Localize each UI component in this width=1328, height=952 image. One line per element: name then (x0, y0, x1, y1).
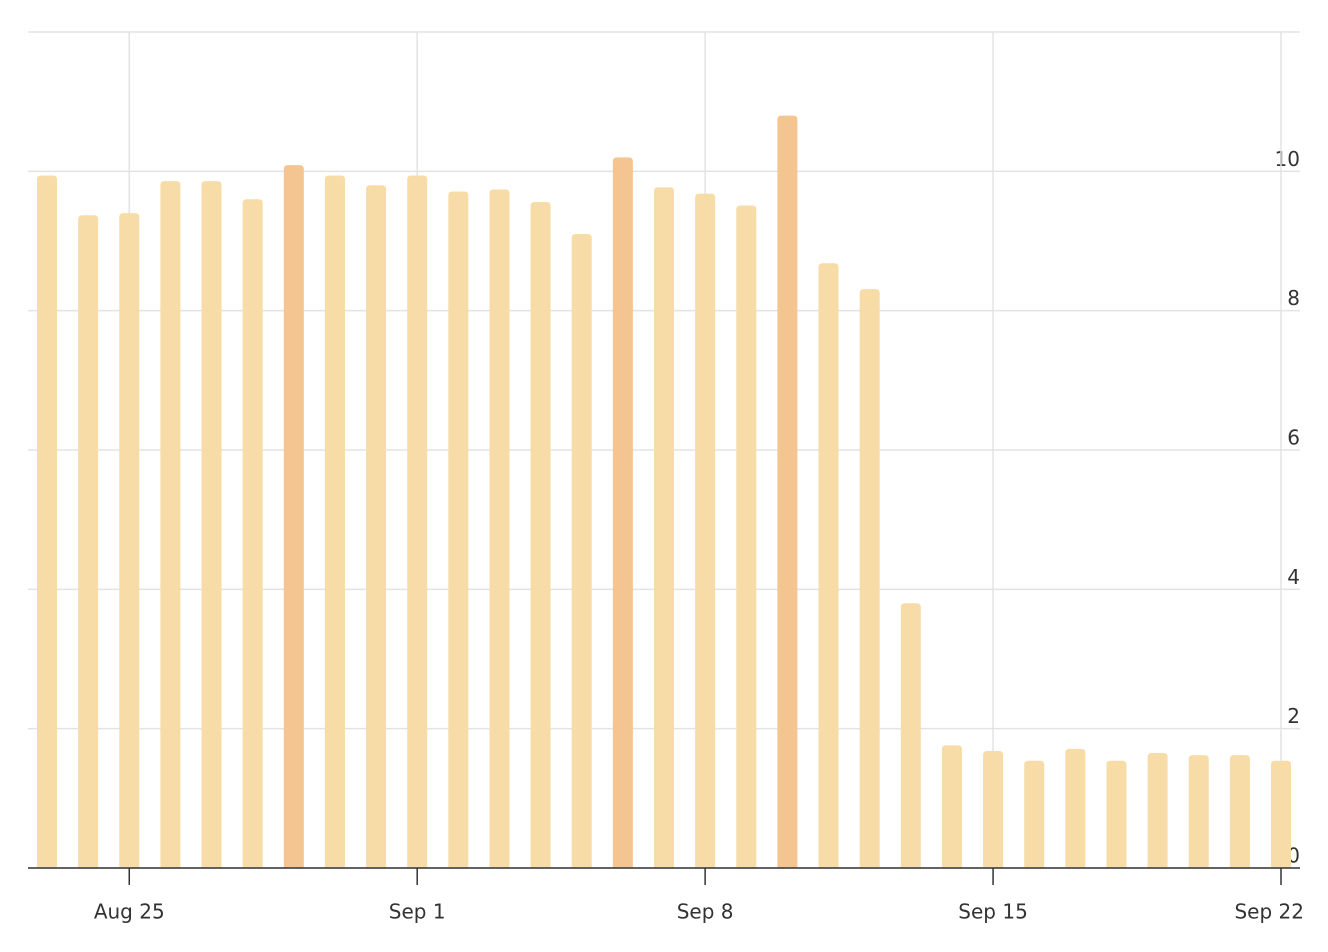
y-tick-label: 4 (1287, 565, 1300, 589)
bar (407, 175, 428, 869)
bar (201, 181, 222, 868)
bar (1106, 760, 1127, 868)
bar (1229, 755, 1250, 868)
x-tick-label: Aug 25 (94, 900, 165, 924)
bar (1188, 755, 1209, 868)
bar (736, 205, 757, 869)
bar (1271, 760, 1291, 868)
x-tick-label: Sep 1 (389, 900, 446, 924)
y-tick-label: 6 (1287, 426, 1300, 450)
bar (324, 175, 345, 869)
bar (530, 201, 551, 868)
x-tick-label: Sep 8 (677, 900, 734, 924)
bar (571, 234, 592, 869)
bar (160, 181, 181, 868)
bar (37, 175, 57, 869)
bar (448, 191, 469, 868)
bar (612, 157, 633, 868)
x-tick-label: Sep 15 (958, 900, 1028, 924)
bar (941, 745, 962, 868)
bar (983, 750, 1004, 868)
x-tick-label: Sep 22 (1234, 900, 1304, 924)
bar (1065, 748, 1086, 868)
y-tick-label: 10 (1275, 147, 1300, 171)
bar (242, 199, 263, 868)
bar (283, 165, 304, 868)
bar (1024, 760, 1045, 868)
bar (695, 193, 716, 869)
y-tick-label: 2 (1287, 704, 1300, 728)
y-tick-label: 8 (1287, 286, 1300, 310)
bar (78, 215, 99, 868)
bar (777, 115, 798, 869)
bar (859, 289, 880, 868)
bar (818, 263, 839, 868)
bar (119, 213, 140, 869)
bar (1147, 753, 1168, 868)
bar (654, 187, 674, 868)
bar (489, 189, 510, 869)
bar (900, 603, 921, 868)
bar (366, 185, 387, 868)
